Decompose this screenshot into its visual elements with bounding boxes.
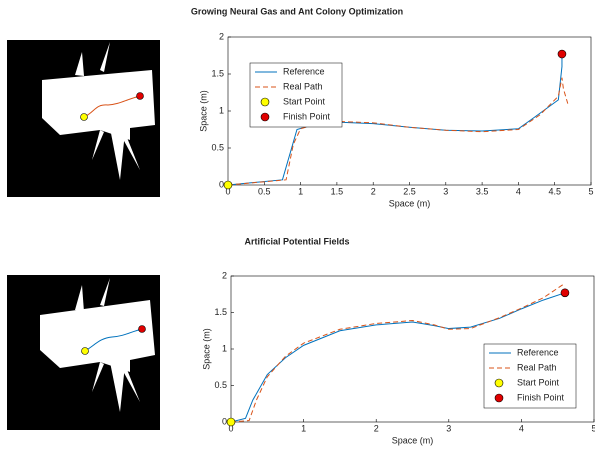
legend-label: Reference [283,66,325,76]
x-tick-label: 3 [443,186,448,196]
point-marker [558,50,566,58]
x-tick-label: 3 [446,423,451,433]
map-image [7,275,160,430]
y-tick-label: 1.5 [214,307,227,317]
x-tick-label: 4 [519,423,524,433]
legend-label: Start Point [283,96,326,106]
x-axis-label: Space (m) [389,198,431,208]
x-tick-label: 4.5 [548,186,561,196]
legend-symbol [261,113,269,121]
x-tick-label: 5 [588,186,593,196]
x-tick-label: 0.5 [258,186,271,196]
figure: Growing Neural Gas and Ant Colony Optimi… [0,0,595,457]
x-tick-label: 2.5 [403,186,416,196]
x-tick-label: 1.5 [331,186,344,196]
chart-title: Growing Neural Gas and Ant Colony Optimi… [191,6,403,16]
x-axis-label: Space (m) [392,435,434,445]
x-tick-label: 1 [301,423,306,433]
y-tick-label: 2 [222,270,227,280]
legend-label: Reference [517,347,559,357]
y-axis-label: Space (m) [198,90,208,132]
legend-symbol [261,98,269,106]
x-tick-label: 2 [374,423,379,433]
x-tick-label: 2 [371,186,376,196]
map-image [7,40,160,197]
y-tick-label: 0 [222,416,227,426]
y-axis-label: Space (m) [201,328,211,370]
legend-label: Finish Point [283,111,331,121]
x-tick-label: 5 [591,423,595,433]
x-tick-label: 3.5 [476,186,489,196]
legend-symbol [495,379,503,387]
legend-label: Finish Point [517,392,565,402]
y-tick-label: 1.5 [211,68,224,78]
legend-symbol [495,394,503,402]
point-marker [224,181,232,189]
x-tick-label: 1 [298,186,303,196]
chart-title: Artificial Potential Fields [244,236,349,246]
y-tick-label: 0.5 [211,142,224,152]
y-tick-label: 1 [222,343,227,353]
y-tick-label: 1 [219,105,224,115]
legend-label: Start Point [517,377,560,387]
y-tick-label: 0.5 [214,380,227,390]
point-marker [227,418,235,426]
y-tick-label: 2 [219,31,224,41]
legend-label: Real Path [283,81,323,91]
legend-label: Real Path [517,362,557,372]
x-tick-label: 4 [516,186,521,196]
point-marker [561,289,569,297]
y-tick-label: 0 [219,179,224,189]
